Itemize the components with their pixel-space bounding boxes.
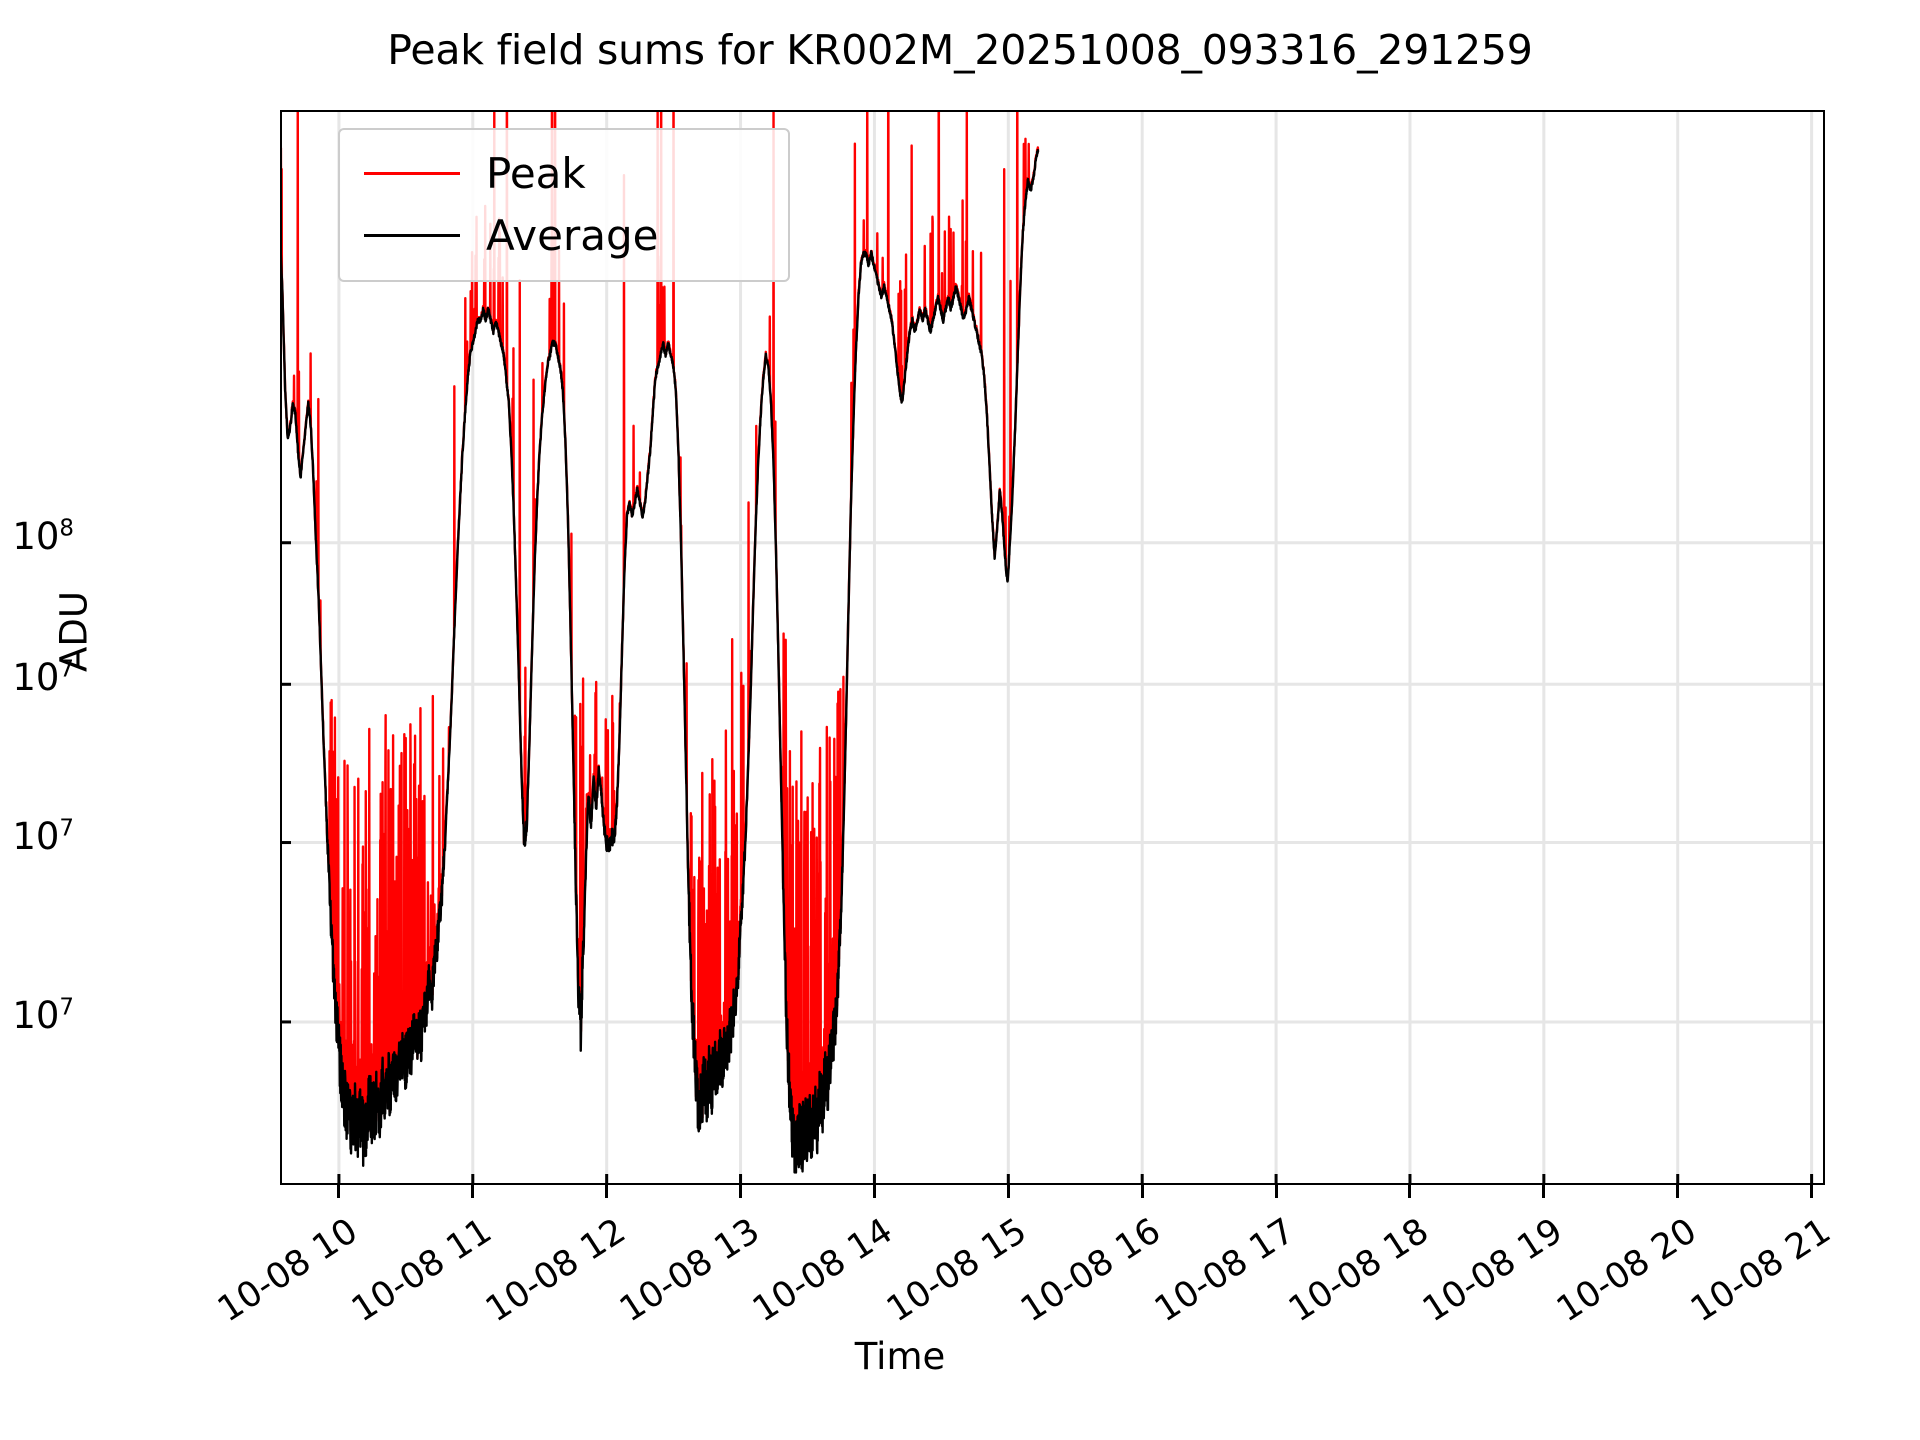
x-tick-mark	[605, 1185, 609, 1198]
legend: Peak Average	[338, 128, 790, 282]
y-tick-label: 8 × 107	[0, 814, 74, 858]
legend-swatch-peak	[364, 171, 460, 175]
series-canvas	[280, 110, 1825, 1185]
x-tick-mark	[1676, 1185, 1680, 1198]
y-tick-exponent: 8	[59, 515, 74, 542]
x-tick-mark	[337, 1185, 341, 1198]
plot-area: Peak Average	[280, 110, 1825, 1185]
y-tick-label: 7 × 107	[0, 993, 74, 1037]
y-tick-label: 108	[12, 514, 74, 558]
x-tick-mark	[739, 1185, 743, 1198]
legend-label-peak: Peak	[486, 148, 586, 198]
y-tick-label: 9 × 107	[0, 656, 74, 700]
series-line-average	[280, 148, 1040, 1174]
x-tick-mark	[1006, 1185, 1010, 1198]
x-tick-mark	[1140, 1185, 1144, 1198]
y-tick-exponent: 7	[59, 815, 74, 842]
legend-item-average: Average	[358, 204, 770, 266]
y-tick-exponent: 7	[59, 994, 74, 1021]
x-tick-mark	[1542, 1185, 1546, 1198]
x-axis-label: Time	[854, 1335, 946, 1378]
x-tick-mark	[872, 1185, 876, 1198]
legend-label-average: Average	[486, 210, 659, 260]
legend-swatch-average	[364, 233, 460, 237]
x-tick-mark	[1274, 1185, 1278, 1198]
x-tick-mark	[471, 1185, 475, 1198]
page-title: Peak field sums for KR002M_20251008_0933…	[387, 26, 1533, 74]
x-tick-mark	[1810, 1185, 1814, 1198]
y-tick-exponent: 7	[59, 656, 74, 683]
x-tick-mark	[1408, 1185, 1412, 1198]
legend-item-peak: Peak	[358, 142, 770, 204]
